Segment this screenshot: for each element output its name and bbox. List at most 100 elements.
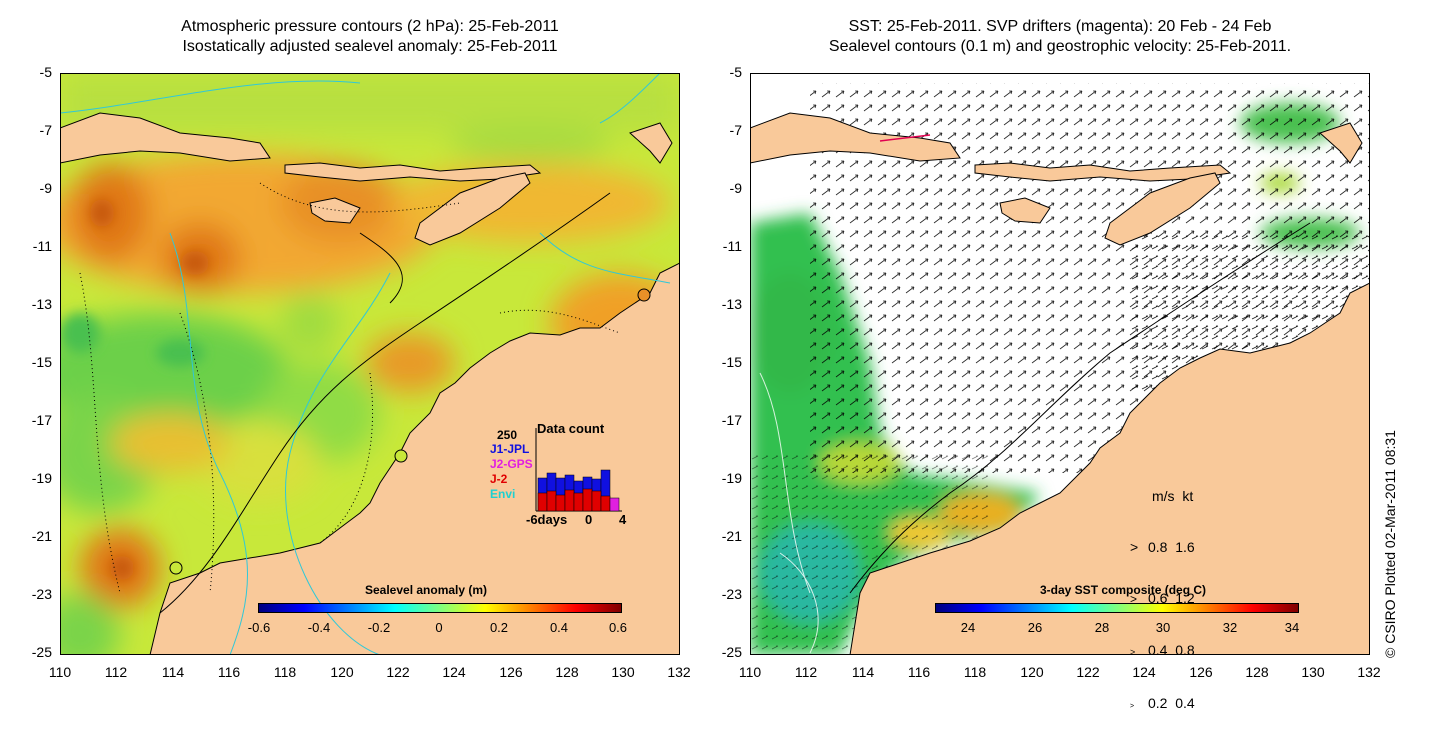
right-x-tick: 126 bbox=[1189, 664, 1213, 680]
right-y-tick: -5 bbox=[729, 64, 742, 80]
sst-colorbar bbox=[935, 603, 1299, 613]
left-y-tick: -25 bbox=[31, 644, 52, 660]
nusa-tenggara-land bbox=[974, 162, 1232, 182]
inset-count-max: 250 bbox=[497, 428, 518, 442]
velocity-arrow-icon: > bbox=[1130, 592, 1138, 606]
left-title-line1: Atmospheric pressure contours (2 hPa): 2… bbox=[181, 18, 559, 35]
velocity-legend-header: m/s kt bbox=[1152, 488, 1194, 504]
tide-gauge-marker bbox=[394, 449, 408, 463]
left-x-tick: 118 bbox=[273, 664, 297, 680]
australia-land bbox=[149, 262, 680, 655]
left-y-tick: -23 bbox=[31, 586, 52, 602]
sla-colorbar-tick: -0.2 bbox=[367, 620, 391, 635]
data-count-histogram bbox=[535, 428, 622, 512]
left-y-tick: -9 bbox=[39, 180, 52, 196]
right-x-tick: 112 bbox=[794, 664, 818, 680]
left-x-tick: 116 bbox=[217, 664, 241, 680]
left-y-tick: -11 bbox=[32, 238, 52, 254]
right-title-line2: Sealevel contours (0.1 m) and geostrophi… bbox=[828, 38, 1292, 55]
left-y-tick: -17 bbox=[31, 412, 52, 428]
pressure-contours bbox=[79, 182, 621, 594]
right-panel-title: SST: 25-Feb-2011. SVP drifters (magenta)… bbox=[735, 17, 1385, 57]
sst-map-canvas bbox=[750, 73, 1370, 655]
right-x-tick: 130 bbox=[1301, 664, 1325, 680]
inset-xtick: -6days bbox=[526, 512, 568, 527]
right-x-tick: 114 bbox=[851, 664, 875, 680]
bathymetry-contours bbox=[60, 73, 671, 655]
inset-title: Data count bbox=[537, 421, 605, 436]
inset-legend-jpl: J1-JPL bbox=[490, 442, 530, 456]
sst-velocity-map bbox=[750, 73, 1370, 655]
land-masses bbox=[750, 112, 1370, 655]
inset-legend-gps: J2-GPS bbox=[490, 457, 533, 471]
right-x-tick: 124 bbox=[1132, 664, 1156, 680]
tide-gauge-marker bbox=[169, 561, 183, 575]
sst-colorbar-tick: 32 bbox=[1222, 620, 1238, 635]
land-masses bbox=[60, 112, 680, 655]
right-y-tick: -11 bbox=[722, 238, 742, 254]
sla-colorbar bbox=[258, 603, 622, 613]
sla-colorbar-title: Sealevel anomaly (m) bbox=[365, 583, 488, 597]
right-x-tick: 132 bbox=[1357, 664, 1381, 680]
right-y-tick: -21 bbox=[721, 528, 742, 544]
shelf-contour bbox=[849, 222, 1311, 594]
velocity-arrow-icon: > bbox=[1130, 647, 1136, 657]
timor-land bbox=[1104, 172, 1221, 246]
sealevel-anomaly-map bbox=[60, 73, 680, 655]
left-x-tick: 124 bbox=[442, 664, 466, 680]
sst-colorbar-title: 3-day SST composite (deg C) bbox=[1040, 583, 1207, 597]
right-y-tick: -13 bbox=[721, 296, 742, 312]
velocity-legend-row: >0.8 1.6 bbox=[1130, 539, 1195, 555]
java-land bbox=[60, 112, 271, 164]
velocity-legend-row: >0.6 1.2 bbox=[1130, 590, 1195, 606]
left-x-tick: 110 bbox=[48, 664, 72, 680]
sst-colorbar-tick: 24 bbox=[960, 620, 976, 635]
left-panel-title: Atmospheric pressure contours (2 hPa): 2… bbox=[60, 17, 680, 57]
right-y-tick: -7 bbox=[729, 122, 742, 138]
left-x-tick: 114 bbox=[161, 664, 185, 680]
right-x-tick: 122 bbox=[1076, 664, 1100, 680]
left-y-tick: -7 bbox=[39, 122, 52, 138]
left-y-tick: -21 bbox=[31, 528, 52, 544]
tanimbar-land bbox=[629, 122, 673, 164]
left-x-tick: 122 bbox=[386, 664, 410, 680]
velocity-arrow-icon: > bbox=[1130, 539, 1139, 555]
left-y-tick: -13 bbox=[31, 296, 52, 312]
sla-colorbar-tick: -0.4 bbox=[307, 620, 331, 635]
right-y-tick: -15 bbox=[721, 354, 742, 370]
right-y-tick: -19 bbox=[721, 470, 742, 486]
plot-credit: © CSIRO Plotted 02-Mar-2011 08:31 bbox=[1382, 430, 1398, 658]
inset-legend-j2: J-2 bbox=[490, 472, 508, 486]
sealevel-contours bbox=[759, 372, 819, 654]
left-y-tick: -5 bbox=[39, 64, 52, 80]
drifter-track bbox=[879, 134, 931, 142]
right-x-tick: 118 bbox=[963, 664, 987, 680]
left-y-tick: -19 bbox=[31, 470, 52, 486]
inset-legend-envi: Envi bbox=[490, 487, 516, 501]
tanimbar-land bbox=[1319, 122, 1363, 164]
sla-colorbar-tick: 0.4 bbox=[549, 620, 569, 635]
right-y-tick: -25 bbox=[721, 644, 742, 660]
shelf-contour bbox=[159, 192, 611, 614]
sla-colorbar-tick: 0.2 bbox=[489, 620, 509, 635]
velocity-arrow-icon: > bbox=[1130, 703, 1135, 710]
sumba-land bbox=[999, 197, 1051, 224]
right-x-tick: 110 bbox=[738, 664, 762, 680]
inset-xtick: 0 bbox=[585, 512, 593, 527]
right-y-tick: -9 bbox=[729, 180, 742, 196]
map-frame bbox=[60, 73, 680, 655]
velocity-legend-row: >0.4 0.8 bbox=[1130, 642, 1195, 661]
right-y-tick: -23 bbox=[721, 586, 742, 602]
left-x-tick: 130 bbox=[611, 664, 635, 680]
velocity-legend: m/s kt >0.8 1.6 >0.6 1.2 >0.4 0.8 >0.2 0… bbox=[1130, 454, 1195, 732]
sst-colorbar-tick: 34 bbox=[1284, 620, 1300, 635]
sealevel-map-canvas bbox=[60, 73, 680, 655]
inset-xtick: 4 bbox=[619, 512, 627, 527]
australia-land bbox=[849, 282, 1370, 655]
left-title-line2: Isostatically adjusted sealevel anomaly:… bbox=[182, 38, 558, 55]
map-frame bbox=[750, 73, 1370, 655]
right-x-tick: 128 bbox=[1245, 664, 1269, 680]
left-x-tick: 112 bbox=[104, 664, 128, 680]
nusa-tenggara-land bbox=[284, 162, 542, 182]
right-x-tick: 116 bbox=[907, 664, 931, 680]
